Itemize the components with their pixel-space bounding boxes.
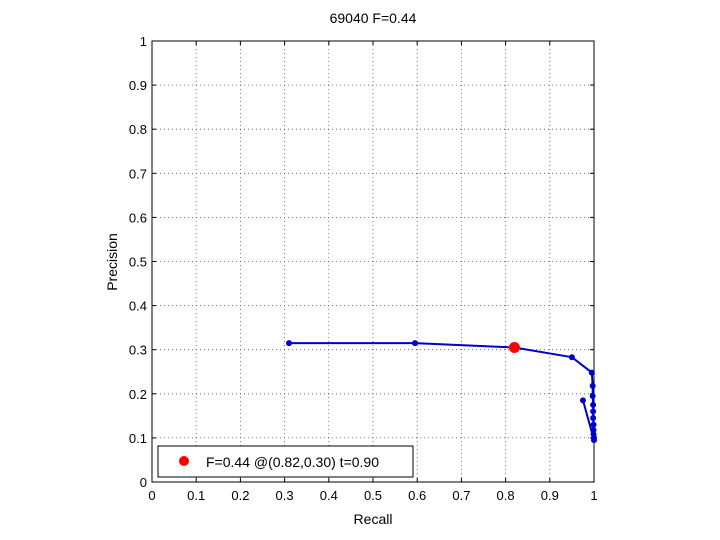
legend-marker <box>179 456 189 466</box>
chart-title: 69040 F=0.44 <box>330 10 417 26</box>
y-tick-label: 0.5 <box>129 255 147 270</box>
series-point <box>411 340 418 347</box>
series-layer <box>286 340 597 444</box>
series-point <box>590 408 597 415</box>
y-tick-label: 0.2 <box>129 387 147 402</box>
x-tick-label: 0.6 <box>408 488 426 503</box>
series-point <box>568 354 575 361</box>
series-point <box>591 437 597 444</box>
y-tick-label: 0.4 <box>129 299 147 314</box>
y-tick-label: 0.8 <box>129 122 147 137</box>
x-axis-label: Recall <box>354 511 393 527</box>
x-tick-label: 0.5 <box>364 488 382 503</box>
series-point <box>286 340 293 347</box>
y-tick-label: 0.3 <box>129 343 147 358</box>
x-tick-label: 0.7 <box>452 488 470 503</box>
x-tick-label: 0 <box>148 488 155 503</box>
legend-box <box>157 445 414 478</box>
legend-text: F=0.44 @(0.82,0.30) t=0.90 <box>206 454 379 470</box>
series-point <box>579 397 586 404</box>
legend: F=0.44 @(0.82,0.30) t=0.90 <box>157 445 414 478</box>
series-point <box>589 382 596 389</box>
y-tick-label: 0.6 <box>129 210 147 225</box>
x-tick-label: 0.4 <box>320 488 338 503</box>
series-point <box>588 369 595 376</box>
y-tick-label: 1 <box>140 34 147 49</box>
series-line <box>289 342 595 442</box>
series-point <box>590 426 597 433</box>
series-point <box>590 421 597 428</box>
axis-ticks: 0 0.1 0.2 0.3 0.4 0.5 0.6 0.7 0.8 0.9 1 0 0.1 0.2 0.3 0… <box>129 34 598 503</box>
x-tick-label: 0.1 <box>187 488 205 503</box>
y-axis-label: Precision <box>104 233 120 291</box>
x-tick-label: 1 <box>590 488 597 503</box>
x-tick-label: 0.8 <box>497 488 515 503</box>
grid-lines <box>152 41 594 482</box>
x-tick-label: 0.2 <box>231 488 249 503</box>
y-tick-label: 0.1 <box>129 431 147 446</box>
y-tick-label: 0.7 <box>129 166 147 181</box>
series-point <box>590 415 597 422</box>
x-tick-label: 0.9 <box>541 488 559 503</box>
y-tick-label: 0 <box>140 475 147 490</box>
series-point <box>589 393 596 400</box>
series-point <box>590 401 597 408</box>
x-tick-label: 0.3 <box>276 488 294 503</box>
y-tick-label: 0.9 <box>129 78 147 93</box>
best-f-point <box>508 341 520 353</box>
